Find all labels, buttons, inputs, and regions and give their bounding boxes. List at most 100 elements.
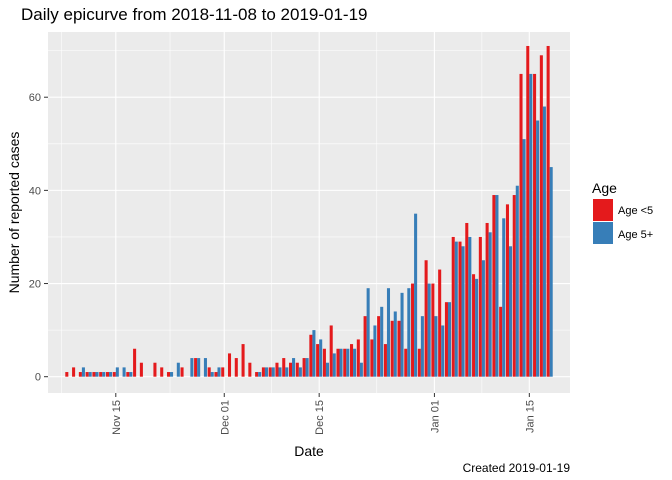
bar — [400, 292, 404, 377]
bar — [420, 316, 424, 377]
bar — [197, 358, 201, 377]
bar — [339, 348, 343, 377]
bar — [264, 367, 268, 377]
x-axis: Nov 15 Dec 01 Dec 15 Jan 01 Jan 15 — [111, 393, 536, 435]
legend-label-age-under-5: Age <5 — [618, 205, 653, 217]
bar — [176, 362, 180, 377]
bar — [472, 274, 476, 377]
y-tick-label: 20 — [29, 279, 41, 291]
bar — [390, 320, 394, 377]
bar — [542, 106, 546, 377]
legend-title: Age — [592, 180, 617, 196]
bar — [227, 353, 232, 377]
bar — [346, 348, 350, 377]
bar — [139, 362, 143, 377]
y-tick-label: 60 — [29, 92, 41, 104]
bar — [468, 236, 472, 377]
bar — [485, 222, 489, 377]
bar — [370, 339, 374, 377]
bar — [549, 167, 553, 377]
bar — [115, 367, 119, 377]
bar — [221, 367, 225, 377]
bar — [78, 372, 82, 377]
bar — [492, 195, 496, 377]
x-tick-label: Nov 15 — [111, 400, 123, 435]
bar — [261, 367, 265, 377]
bar — [329, 325, 333, 377]
bar — [210, 372, 214, 377]
bar — [451, 236, 455, 377]
bar — [166, 372, 171, 377]
bar — [234, 358, 238, 377]
bar — [72, 367, 76, 377]
bar — [536, 120, 540, 377]
bar — [366, 288, 370, 377]
bar — [133, 348, 137, 377]
y-tick-label: 40 — [29, 185, 41, 197]
chart-caption: Created 2019-01-19 — [463, 461, 571, 475]
x-axis-title: Date — [294, 443, 324, 459]
bar — [386, 288, 391, 377]
bar — [475, 278, 479, 377]
bar — [336, 348, 340, 377]
bar — [380, 306, 384, 377]
bar — [190, 358, 194, 377]
x-tick-label: Jan 15 — [524, 400, 536, 433]
legend-key-age-5-plus — [593, 222, 613, 244]
bar — [533, 73, 537, 377]
bar — [356, 339, 360, 377]
bar — [316, 344, 320, 377]
bar — [268, 367, 272, 377]
y-axis-title: Number of reported cases — [6, 132, 22, 294]
bar — [298, 367, 302, 377]
bar — [305, 358, 309, 377]
bar — [441, 325, 445, 377]
legend-label-age-5-plus: Age 5+ — [618, 229, 653, 241]
bar — [282, 358, 286, 377]
bar — [359, 362, 363, 377]
bar — [522, 139, 526, 377]
bar — [363, 316, 367, 377]
bar — [353, 348, 357, 377]
bar — [350, 344, 354, 377]
bar — [302, 358, 306, 377]
bar — [129, 372, 133, 377]
legend: Age Age <5 Age 5+ — [592, 180, 653, 244]
bar — [417, 348, 421, 377]
x-tick-label: Jan 01 — [429, 400, 441, 433]
y-tick-label: 0 — [35, 372, 41, 384]
bar — [322, 348, 326, 377]
bar — [505, 204, 509, 377]
bar — [258, 372, 262, 377]
bar — [194, 358, 198, 377]
bar — [275, 362, 279, 377]
bar — [332, 353, 336, 377]
bar — [499, 306, 503, 377]
bars — [65, 45, 553, 377]
bar — [248, 362, 252, 377]
bar — [454, 241, 458, 377]
bar — [92, 372, 96, 377]
bar — [319, 339, 323, 377]
bar — [488, 232, 492, 377]
bar — [325, 362, 329, 377]
bar — [414, 213, 418, 377]
bar — [478, 236, 482, 377]
bar — [81, 367, 85, 377]
bar — [309, 334, 313, 377]
bar — [241, 344, 245, 377]
bar — [424, 260, 428, 377]
bar — [153, 362, 157, 377]
bar — [427, 283, 431, 377]
bar — [312, 330, 316, 377]
bar — [278, 367, 282, 377]
bar — [292, 358, 296, 377]
bar — [95, 372, 99, 377]
y-axis: 0 20 40 60 — [29, 92, 48, 384]
bar — [289, 362, 293, 377]
bar — [526, 45, 530, 377]
bar — [203, 358, 207, 377]
x-tick-label: Dec 15 — [314, 400, 326, 435]
bar — [397, 320, 401, 377]
